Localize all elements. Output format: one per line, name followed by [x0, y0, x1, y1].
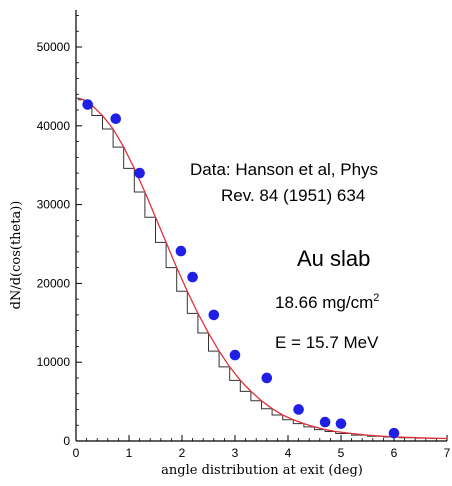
data-point	[293, 404, 304, 415]
data-point	[388, 427, 400, 439]
source-line-2: Rev. 84 (1951) 634	[221, 186, 365, 205]
axes: 0 10000 20000 30000 40000 50000 0 1 2 3 4 5 6 7	[37, 10, 451, 460]
x-tick-label: 0	[73, 446, 80, 460]
thickness-value: 18.66 mg/cm	[275, 293, 373, 312]
x-tick-label: 6	[391, 446, 398, 460]
model-histogram	[76, 97, 447, 439]
data-point	[261, 372, 273, 384]
data-point	[134, 167, 145, 179]
data-point	[319, 416, 331, 428]
data-point	[208, 309, 220, 321]
y-tick-label: 30000	[37, 198, 71, 212]
source-line-1: Data: Hanson et al, Phys	[190, 160, 378, 179]
target-label: Au slab	[297, 246, 370, 271]
x-tick-label: 1	[126, 446, 133, 460]
x-tick-label: 2	[179, 446, 186, 460]
x-tick-label: 7	[444, 446, 451, 460]
data-point	[229, 349, 241, 361]
model-curve-group	[76, 97, 448, 440]
energy-label: E = 15.7 MeV	[275, 333, 379, 352]
x-axis-label: angle distribution at exit (deg)	[161, 463, 363, 478]
x-tick-label: 3	[232, 446, 239, 460]
y-axis-label: dN/d(cos(theta))	[9, 201, 24, 310]
y-tick-label: 0	[63, 434, 70, 448]
y-tick-label: 10000	[37, 355, 71, 369]
data-point	[82, 99, 93, 110]
thickness-label: 18.66 mg/cm2	[275, 292, 379, 312]
x-tick-label: 4	[285, 446, 292, 460]
thickness-exponent: 2	[373, 292, 379, 304]
x-tick-label: 5	[338, 446, 345, 460]
data-point	[110, 113, 122, 125]
y-tick-label: 50000	[37, 40, 71, 54]
data-point	[335, 418, 347, 429]
model-curve	[78, 97, 448, 440]
data-point	[175, 245, 187, 257]
data-points-group	[82, 99, 400, 439]
data-point	[187, 271, 198, 283]
y-tick-label: 20000	[37, 276, 71, 290]
y-tick-label: 40000	[37, 119, 71, 133]
